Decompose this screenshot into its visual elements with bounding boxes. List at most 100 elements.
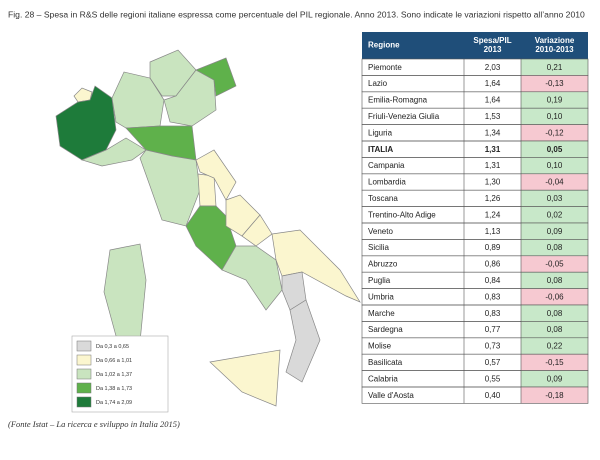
cell-bg xyxy=(521,370,588,387)
table-cell: 0,09 xyxy=(547,374,563,383)
table: Regione Spesa/PIL 2013 Variazione 2010-2013 P… xyxy=(361,32,589,404)
header-bg xyxy=(362,32,588,59)
cell-bg xyxy=(521,124,588,141)
table-cell: 1,26 xyxy=(485,194,501,203)
region xyxy=(163,69,217,127)
table-cell: 0,10 xyxy=(547,112,563,121)
table-cell: -0,13 xyxy=(545,79,564,88)
table-cell: -0,04 xyxy=(545,178,564,187)
table-cell: 0,89 xyxy=(485,243,501,252)
header-cell: Spesa/PIL 2013 xyxy=(473,36,511,54)
cell-bg xyxy=(521,75,588,92)
table-cell: 0,73 xyxy=(485,342,501,351)
region xyxy=(185,205,237,271)
region xyxy=(103,243,147,343)
table-cell: -0,15 xyxy=(545,358,564,367)
cell-bg xyxy=(521,190,588,207)
table-cell: Campania xyxy=(368,161,405,170)
legend-label: Da 1,74 a 2,09 xyxy=(96,400,132,406)
source: (Fonte Istat – La ricerca e sviluppo in … xyxy=(8,419,180,429)
legend-label: Da 1,02 a 1,37 xyxy=(96,372,132,378)
legend: Da 0,3 a 0,65 Da 0,66 a 1,01 Da 1,02 a 1,3… xyxy=(71,335,169,413)
table-cell: 0,40 xyxy=(485,391,501,400)
row-box xyxy=(361,386,589,404)
table-cell: 0,77 xyxy=(485,325,501,334)
region xyxy=(285,299,321,383)
table-cell: 0,02 xyxy=(547,210,563,219)
table-cell: Lombardia xyxy=(368,178,406,187)
legend-swatch xyxy=(76,382,92,394)
table-cell: 0,86 xyxy=(485,260,501,269)
table-cell: 0,55 xyxy=(485,374,501,383)
table-cell: Friuli-Venezia Giulia xyxy=(368,112,440,121)
table-cell: Basilicata xyxy=(368,358,403,367)
table-cell: Molise xyxy=(368,342,392,351)
table-cell: Liguria xyxy=(368,128,393,137)
cell-bg xyxy=(521,141,588,158)
table-cell: 1,31 xyxy=(485,161,501,170)
table-cell: 0,22 xyxy=(547,342,563,351)
header-cell: Variazione 2010-2013 xyxy=(535,36,575,54)
table-cell: 0,08 xyxy=(547,276,563,285)
table-cell: 0,08 xyxy=(547,309,563,318)
table-cell: 0,84 xyxy=(485,276,501,285)
table-cell: 0,83 xyxy=(485,309,501,318)
table-cell: 0,83 xyxy=(485,292,501,301)
legend-swatch xyxy=(76,354,92,366)
table-cell: Calabria xyxy=(368,374,398,383)
cell-bg xyxy=(521,288,588,305)
table-cell: Sardegna xyxy=(368,325,403,334)
legend-label: Da 1,38 a 1,73 xyxy=(96,386,132,392)
region xyxy=(111,71,165,129)
table-cell: Piemonte xyxy=(368,63,402,72)
table-cell: 2,03 xyxy=(485,63,501,72)
region xyxy=(55,85,117,161)
region xyxy=(73,87,93,103)
table-cell: Marche xyxy=(368,309,395,318)
table-cell: -0,05 xyxy=(545,260,564,269)
table-cell: 0,08 xyxy=(547,325,563,334)
region xyxy=(139,149,201,227)
table-cell: -0,06 xyxy=(545,292,564,301)
table-cell: 1,64 xyxy=(485,96,501,105)
table-cell: Valle d'Aosta xyxy=(368,391,414,400)
cell-bg xyxy=(521,387,588,404)
cell-bg xyxy=(521,108,588,125)
table-cell: 0,21 xyxy=(547,63,563,72)
cell-bg xyxy=(521,272,588,289)
region xyxy=(197,173,217,207)
table-cell: 1,24 xyxy=(485,210,501,219)
cell-bg xyxy=(521,255,588,273)
table-cell: 0,08 xyxy=(547,243,563,252)
table-cell: Abruzzo xyxy=(368,260,398,269)
table-cell: Umbria xyxy=(368,292,394,301)
table-cell: Veneto xyxy=(368,227,393,236)
table-cell: Trentino-Alto Adige xyxy=(368,210,436,219)
legend-swatch xyxy=(76,368,92,380)
cell-bg xyxy=(521,59,588,76)
table-cell: Puglia xyxy=(368,276,391,285)
legend-swatch xyxy=(76,396,92,408)
table-cell: -0,12 xyxy=(545,128,564,137)
table-cell: 0,05 xyxy=(547,145,563,154)
table-cell: 1,64 xyxy=(485,79,501,88)
cell-bg xyxy=(521,354,588,371)
title: Fig. 28 – Spesa in R&S delle regioni ita… xyxy=(8,9,585,19)
table-cell: 1,31 xyxy=(485,145,501,154)
cell-bg xyxy=(521,223,588,240)
table-cell: Sicilia xyxy=(368,243,389,252)
table-cell: Emilia-Romagna xyxy=(368,96,428,105)
table-cell: Toscana xyxy=(368,194,398,203)
cell-bg xyxy=(521,157,588,174)
table-cell: 0,10 xyxy=(547,161,563,170)
legend-label: Da 0,66 a 1,01 xyxy=(96,358,132,364)
cell-bg xyxy=(521,305,588,322)
table-cell: 0,09 xyxy=(547,227,563,236)
table-cell: 1,13 xyxy=(485,227,501,236)
map xyxy=(55,49,361,407)
table-cell: -0,18 xyxy=(545,391,564,400)
table-cell: 1,53 xyxy=(485,112,501,121)
table-cell: Lazio xyxy=(368,79,388,88)
